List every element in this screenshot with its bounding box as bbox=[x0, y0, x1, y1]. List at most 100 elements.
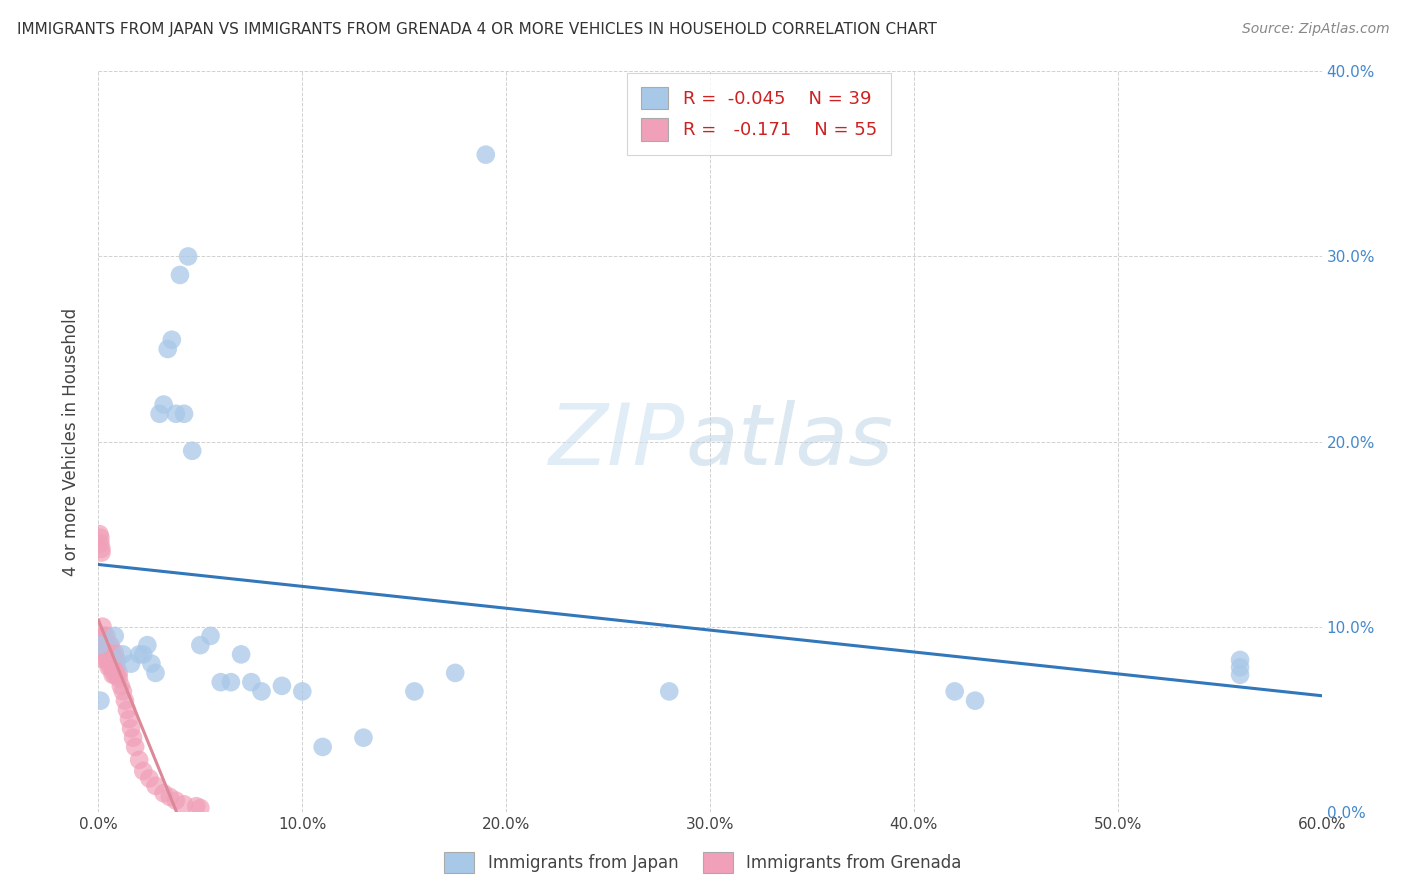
Point bbox=[90, 541, 112, 556]
Point bbox=[91, 638, 114, 652]
Point bbox=[173, 797, 195, 812]
Point bbox=[188, 801, 212, 815]
Point bbox=[96, 646, 118, 660]
Point bbox=[943, 684, 966, 698]
Point bbox=[90, 545, 112, 560]
Point bbox=[120, 657, 142, 671]
Point bbox=[181, 443, 204, 458]
Point bbox=[240, 675, 263, 690]
Point bbox=[91, 629, 114, 643]
Point bbox=[100, 646, 122, 660]
Text: ZIP: ZIP bbox=[550, 400, 686, 483]
Point bbox=[96, 653, 118, 667]
Point bbox=[108, 672, 131, 686]
Point bbox=[110, 679, 132, 693]
Point bbox=[111, 648, 134, 662]
Point bbox=[101, 646, 124, 660]
Point bbox=[97, 660, 120, 674]
Point bbox=[177, 250, 200, 264]
Point bbox=[152, 398, 174, 412]
Point bbox=[93, 646, 115, 660]
Point bbox=[111, 684, 134, 698]
Point bbox=[105, 660, 128, 674]
Point bbox=[173, 407, 195, 421]
Point bbox=[231, 648, 253, 662]
Point bbox=[404, 684, 426, 698]
Point bbox=[104, 653, 127, 667]
Point bbox=[200, 629, 222, 643]
Point bbox=[141, 657, 163, 671]
Point bbox=[160, 333, 183, 347]
Point bbox=[188, 638, 212, 652]
Point bbox=[104, 629, 127, 643]
Point bbox=[100, 660, 122, 674]
Point bbox=[1229, 653, 1251, 667]
Point bbox=[101, 667, 124, 681]
Point bbox=[89, 536, 111, 550]
Point bbox=[93, 638, 115, 652]
Legend: Immigrants from Japan, Immigrants from Grenada: Immigrants from Japan, Immigrants from G… bbox=[437, 846, 969, 880]
Point bbox=[104, 646, 127, 660]
Point bbox=[444, 665, 467, 680]
Point bbox=[128, 753, 150, 767]
Y-axis label: 4 or more Vehicles in Household: 4 or more Vehicles in Household bbox=[62, 308, 80, 575]
Point bbox=[159, 789, 181, 804]
Point bbox=[270, 679, 294, 693]
Point bbox=[165, 794, 187, 808]
Point bbox=[93, 653, 115, 667]
Point bbox=[108, 665, 131, 680]
Point bbox=[138, 772, 160, 786]
Point bbox=[96, 638, 118, 652]
Point bbox=[156, 342, 179, 356]
Point bbox=[120, 722, 142, 736]
Point bbox=[105, 653, 128, 667]
Point bbox=[152, 786, 174, 800]
Point bbox=[93, 629, 115, 643]
Point bbox=[1229, 660, 1251, 674]
Point bbox=[352, 731, 374, 745]
Point bbox=[97, 638, 120, 652]
Point bbox=[101, 653, 124, 667]
Point bbox=[474, 147, 498, 161]
Point bbox=[291, 684, 314, 698]
Point bbox=[97, 646, 120, 660]
Point bbox=[186, 799, 208, 814]
Point bbox=[100, 638, 122, 652]
Point bbox=[165, 407, 187, 421]
Point bbox=[89, 638, 111, 652]
Point bbox=[219, 675, 242, 690]
Text: IMMIGRANTS FROM JAPAN VS IMMIGRANTS FROM GRENADA 4 OR MORE VEHICLES IN HOUSEHOLD: IMMIGRANTS FROM JAPAN VS IMMIGRANTS FROM… bbox=[17, 22, 936, 37]
Point bbox=[100, 653, 122, 667]
Point bbox=[104, 667, 127, 681]
Point bbox=[149, 407, 172, 421]
Point bbox=[136, 638, 159, 652]
Point bbox=[114, 694, 136, 708]
Point bbox=[101, 660, 124, 674]
Point bbox=[89, 694, 111, 708]
Point bbox=[118, 712, 141, 726]
Point bbox=[128, 648, 150, 662]
Point bbox=[124, 739, 146, 754]
Point bbox=[169, 268, 191, 282]
Point bbox=[105, 667, 128, 681]
Point bbox=[96, 629, 118, 643]
Point bbox=[658, 684, 681, 698]
Legend: R =  -0.045    N = 39, R =   -0.171    N = 55: R = -0.045 N = 39, R = -0.171 N = 55 bbox=[627, 73, 891, 155]
Point bbox=[91, 619, 114, 633]
Point bbox=[250, 684, 273, 698]
Point bbox=[145, 779, 167, 793]
Point bbox=[312, 739, 335, 754]
Point bbox=[132, 764, 155, 778]
Point bbox=[89, 527, 111, 541]
Point bbox=[1229, 667, 1251, 681]
Text: Source: ZipAtlas.com: Source: ZipAtlas.com bbox=[1241, 22, 1389, 37]
Point bbox=[89, 531, 111, 545]
Point bbox=[97, 653, 120, 667]
Point bbox=[209, 675, 232, 690]
Point bbox=[145, 665, 167, 680]
Point bbox=[115, 703, 138, 717]
Point bbox=[104, 660, 127, 674]
Point bbox=[965, 694, 987, 708]
Point bbox=[132, 648, 155, 662]
Text: atlas: atlas bbox=[686, 400, 894, 483]
